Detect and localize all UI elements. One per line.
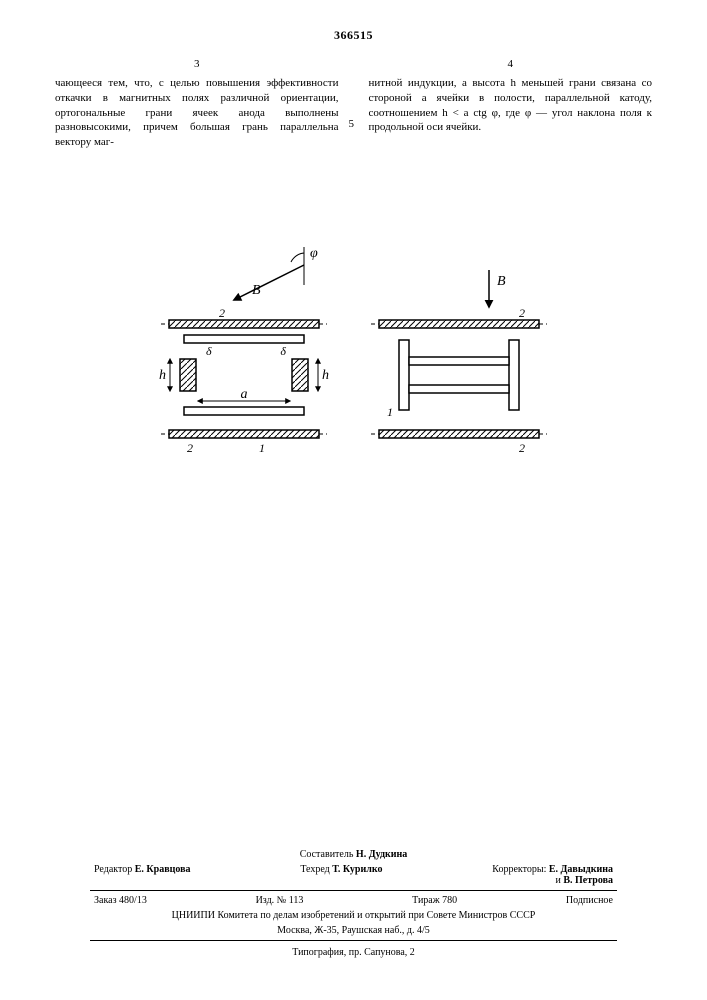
left-column-number: 3: [55, 57, 339, 72]
podpisnoe: Подписное: [566, 895, 613, 906]
editor: Редактор Е. Кравцова: [94, 864, 191, 886]
svg-text:δ: δ: [280, 344, 286, 358]
org-line1: ЦНИИПИ Комитета по делам изобретений и о…: [90, 908, 617, 923]
order: Заказ 480/13: [94, 895, 147, 906]
figure-svg: a h h δ δ 2 2 1 Вφ 2 2 1 В: [139, 225, 569, 485]
right-column-text: нитной индукции, а высота h меньшей гран…: [369, 76, 653, 135]
typography-line: Типография, пр. Сапунова, 2: [90, 945, 617, 960]
divider-1: [90, 890, 617, 891]
tirazh: Тираж 780: [412, 895, 457, 906]
izd-label: Изд. №: [256, 895, 287, 906]
text-columns: 3 чающееся тем, что, с целью повышения э…: [55, 57, 652, 150]
techred: Техред Т. Курилко: [300, 864, 382, 886]
correctors: Корректоры: Е. Давыдкина и В. Петрова: [492, 864, 613, 886]
line-number-5: 5: [349, 117, 355, 132]
svg-text:h: h: [159, 368, 166, 383]
svg-text:2: 2: [519, 441, 525, 455]
corrector-and: и: [555, 875, 560, 886]
svg-text:1: 1: [387, 405, 393, 419]
order-num: 480/13: [119, 895, 147, 906]
page: 366515 3 чающееся тем, что, с целью повы…: [0, 0, 707, 1000]
izd: Изд. № 113: [256, 895, 304, 906]
tirazh-label: Тираж: [412, 895, 440, 906]
credits-row: Редактор Е. Кравцова Техред Т. Курилко К…: [90, 862, 617, 888]
compiler-label: Составитель: [300, 849, 354, 860]
correctors-label: Корректоры:: [492, 864, 546, 875]
svg-text:2: 2: [219, 306, 225, 320]
svg-text:a: a: [240, 387, 247, 402]
org-line2: Москва, Ж-35, Раушская наб., д. 4/5: [90, 923, 617, 938]
izd-num: 113: [289, 895, 304, 906]
left-column-text: чающееся тем, что, с целью повышения эфф…: [55, 76, 339, 150]
right-column-number: 4: [369, 57, 653, 72]
patent-number: 366515: [55, 28, 652, 43]
figure: a h h δ δ 2 2 1 Вφ 2 2 1 В: [0, 225, 707, 525]
svg-text:2: 2: [187, 441, 193, 455]
compiler-name: Н. Дудкина: [356, 849, 407, 860]
techred-label: Техред: [300, 864, 329, 875]
order-label: Заказ: [94, 895, 117, 906]
svg-text:В: В: [497, 274, 506, 289]
corrector1: Е. Давыдкина: [549, 864, 613, 875]
svg-text:2: 2: [519, 306, 525, 320]
svg-text:1: 1: [259, 441, 265, 455]
editor-label: Редактор: [94, 864, 132, 875]
svg-text:φ: φ: [310, 246, 318, 261]
techred-name: Т. Курилко: [332, 864, 382, 875]
editor-name: Е. Кравцова: [135, 864, 191, 875]
corrector2: В. Петрова: [563, 875, 613, 886]
left-column: 3 чающееся тем, что, с целью повышения э…: [55, 57, 339, 150]
svg-text:δ: δ: [206, 344, 212, 358]
imprint-footer: Составитель Н. Дудкина Редактор Е. Кравц…: [90, 847, 617, 960]
divider-2: [90, 940, 617, 941]
svg-text:В: В: [252, 283, 261, 298]
tirazh-num: 780: [442, 895, 457, 906]
right-column: 5 4 нитной индукции, а высота h меньшей …: [369, 57, 653, 150]
svg-text:h: h: [322, 368, 329, 383]
order-row: Заказ 480/13 Изд. № 113 Тираж 780 Подпис…: [90, 893, 617, 908]
compiler-line: Составитель Н. Дудкина: [90, 847, 617, 862]
